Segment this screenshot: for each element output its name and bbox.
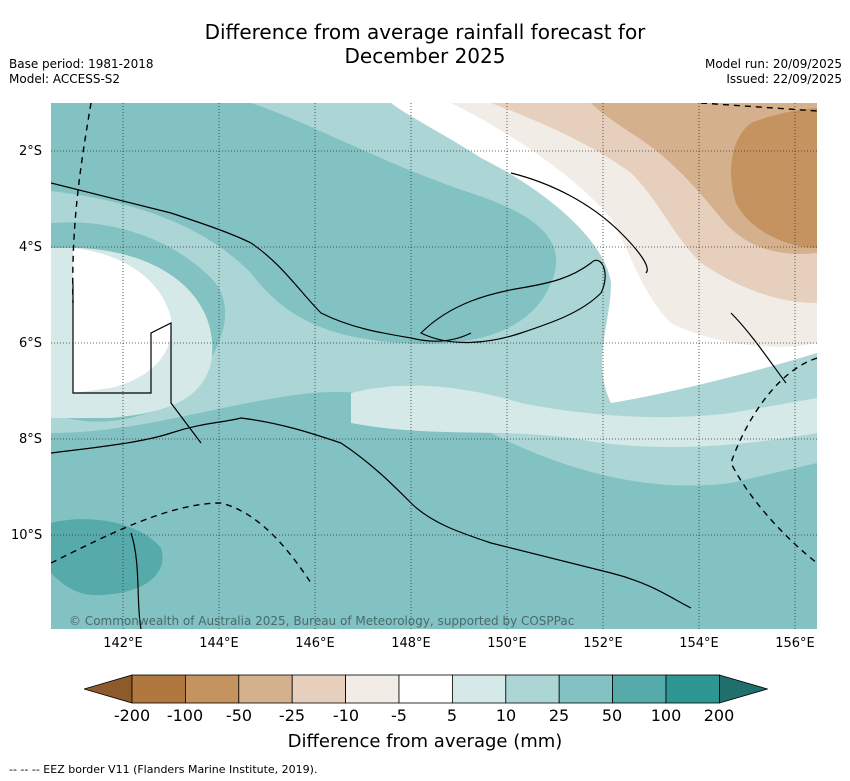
lon-label: 148°E [391,636,431,651]
colorbar-segments [84,674,768,704]
colorbar-segment [451,674,507,704]
lat-label: 8°S [19,432,43,447]
new-ireland [510,172,648,274]
colorbar-segment [665,674,720,704]
colorbar-tick-label: -100 [166,706,204,725]
lon-label: 154°E [679,636,719,651]
colorbar-tick-label: 25 [548,706,570,725]
colorbar-tick-label: -25 [278,706,306,725]
eez-east [730,357,817,564]
australia-cape-york [130,532,142,629]
colorbar-tick-label: 5 [446,706,458,725]
model-run: Model run: 20/09/2025 [704,57,842,71]
eez-footnote: -- -- -- EEZ border V11 (Flanders Marine… [9,763,318,776]
map-title: Difference from average rainfall forecas… [0,20,850,68]
colorbar-segment [398,674,453,704]
lat-label: 6°S [19,336,43,351]
issued-date: Issued: 22/09/2025 [726,72,842,86]
lon-label: 144°E [199,636,239,651]
model-name: Model: ACCESS-S2 [9,72,121,86]
colorbar-segment [505,674,560,704]
wet-zone-south [51,392,817,629]
lon-label: 156°E [775,636,815,651]
eez-west [72,103,92,304]
colorbar-segment [558,674,614,704]
base-period: Base period: 1981-2018 [9,57,154,71]
colorbar-tick-label: -200 [113,706,151,725]
coastlines [51,172,787,629]
title-line-2: December 2025 [344,44,506,68]
lon-label: 146°E [295,636,335,651]
lon-label: 142°E [103,636,143,651]
colorbar-tick-label: -50 [225,706,253,725]
colorbar-title: Difference from average (mm) [287,731,563,752]
colorbar-segment [612,674,667,704]
copyright-notice: © Commonwealth of Australia 2025, Bureau… [69,614,575,628]
new-guinea-south-coast [51,417,692,609]
neutral-zone-west [73,248,172,393]
lat-label: 4°S [19,240,43,255]
lat-label: 2°S [19,144,43,159]
lat-label: 10°S [11,528,43,543]
colorbar-tick-label: 50 [601,706,623,725]
colorbar-tick-label: 10 [495,706,517,725]
colorbar-segment [345,674,400,704]
eez-borders [51,103,817,584]
rainfall-map [51,103,817,629]
dry-band-4 [731,108,817,248]
colorbar-tick-label: -10 [332,706,360,725]
bougainville [730,312,787,384]
new-britain [419,259,606,344]
meta-left: Base period: 1981-2018 Model: ACCESS-S2 [9,57,154,87]
map-canvas [51,103,817,629]
eez-south [51,502,312,584]
very-wet-zone [51,519,163,596]
colorbar-segment [185,674,240,704]
colorbar-segment [291,674,346,704]
gridlines [51,103,817,629]
png-border [72,283,202,444]
colorbar-segment [238,674,293,704]
light-band-south [351,385,817,448]
colorbar-tick-label: 100 [650,706,682,725]
meta-right: Model run: 20/09/2025 Issued: 22/09/2025 [705,57,842,87]
wet-zone-north [51,103,557,344]
lon-label: 150°E [487,636,527,651]
colorbar-extend-left [84,674,133,704]
colorbar-tick-label: -5 [391,706,407,725]
colorbar [84,674,768,704]
lon-label: 152°E [583,636,623,651]
colorbar-tick-label: 200 [703,706,735,725]
colorbar-extend-right [719,674,768,704]
title-line-1: Difference from average rainfall forecas… [204,20,646,44]
colorbar-segment [131,674,186,704]
eez-northeast [700,103,817,112]
